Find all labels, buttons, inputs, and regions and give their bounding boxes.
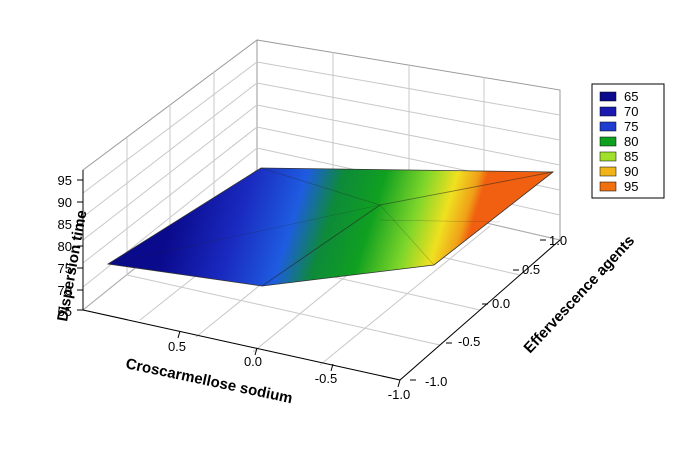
x-tick-2: -0.5 (315, 363, 337, 386)
svg-text:-1.0: -1.0 (425, 374, 447, 389)
legend-entry-65: 65 (599, 89, 638, 104)
z-tick-2: 85 (58, 217, 83, 232)
svg-text:80: 80 (624, 134, 638, 149)
z-tick-4: 75 (58, 261, 83, 276)
legend-entry-90: 90 (599, 164, 638, 179)
y-tick-2: 0.0 (482, 296, 510, 311)
axis-lines (82, 170, 561, 381)
z-tick-0: 95 (58, 173, 83, 188)
x-tick-0: 0.5 (168, 330, 186, 354)
svg-text:65: 65 (624, 89, 638, 104)
svg-text:90: 90 (624, 164, 638, 179)
x-axis-title: Croscarmellose sodium (124, 355, 294, 407)
svg-text:70: 70 (624, 104, 638, 119)
y-tick-3: -0.5 (446, 334, 480, 349)
y-axis-ticks: 1.0 0.5 0.0 -0.5 -1.0 (410, 233, 567, 389)
svg-text:-1.0: -1.0 (388, 387, 410, 402)
svg-text:-0.5: -0.5 (315, 371, 337, 386)
svg-text:85: 85 (624, 149, 638, 164)
z-axis-ticks: 95 90 85 80 75 70 65 (58, 173, 83, 319)
legend: 65 70 75 80 85 90 95 (591, 83, 665, 199)
svg-text:0.5: 0.5 (168, 339, 186, 354)
legend-entry-80: 80 (599, 134, 638, 149)
y-tick-4: -1.0 (410, 374, 447, 389)
legend-entry-95: 95 (599, 179, 638, 194)
svg-text:-0.5: -0.5 (458, 334, 480, 349)
svg-text:70: 70 (58, 283, 72, 298)
svg-text:90: 90 (58, 195, 72, 210)
svg-text:1.0: 1.0 (549, 233, 567, 248)
legend-entry-85: 85 (599, 149, 638, 164)
svg-text:95: 95 (624, 179, 638, 194)
z-tick-1: 90 (58, 195, 83, 210)
x-axis-ticks: 0.5 0.0 -0.5 -1.0 (168, 330, 410, 402)
y-axis-title: Effervescence agents (520, 232, 638, 356)
svg-text:75: 75 (624, 119, 638, 134)
svg-text:0.0: 0.0 (492, 296, 510, 311)
legend-entry-70: 70 (599, 104, 638, 119)
svg-text:0.5: 0.5 (522, 262, 540, 277)
svg-text:0.0: 0.0 (244, 354, 262, 369)
x-tick-1: 0.0 (244, 347, 262, 369)
svg-text:80: 80 (58, 239, 72, 254)
svg-text:65: 65 (58, 304, 72, 319)
z-tick-5: 70 (58, 283, 83, 298)
x-tick-3: -1.0 (388, 379, 410, 402)
svg-text:95: 95 (58, 173, 72, 188)
z-tick-6: 65 (58, 304, 83, 319)
z-tick-3: 80 (58, 239, 83, 254)
svg-text:75: 75 (58, 261, 72, 276)
response-surface (106, 167, 555, 287)
y-tick-1: 0.5 (513, 262, 540, 277)
legend-entry-75: 75 (599, 119, 638, 134)
y-tick-0: 1.0 (540, 233, 567, 248)
svg-text:85: 85 (58, 217, 72, 232)
